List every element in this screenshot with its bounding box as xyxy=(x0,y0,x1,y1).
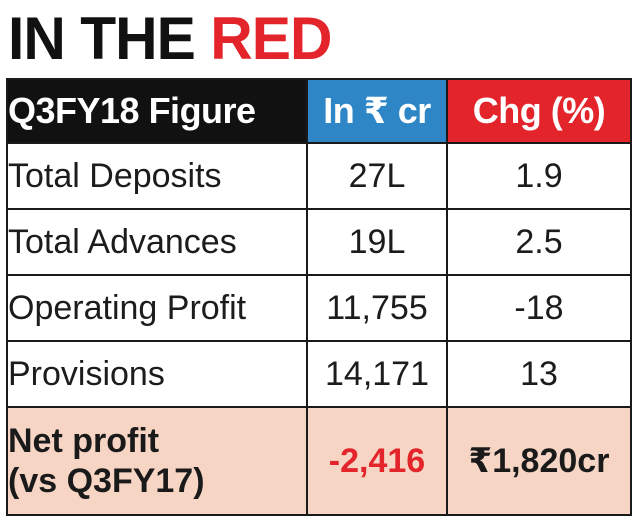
row-change-negative: -18 xyxy=(446,274,632,342)
net-profit-label-line-1: Net profit xyxy=(8,422,160,460)
row-change: 13 xyxy=(446,340,632,408)
table-row: Operating Profit 11,755 -18 xyxy=(6,274,632,342)
row-change: 1.9 xyxy=(446,142,632,210)
headline: IN THE RED xyxy=(8,4,332,74)
net-profit-row: Net profit (vs Q3FY17) -2,416 ₹1,820cr xyxy=(6,406,632,516)
table-row: Total Advances 19L 2.5 xyxy=(6,208,632,276)
table-row: Provisions 14,171 13 xyxy=(6,340,632,408)
table-header-row: Q3FY18 Figure In ₹ cr Chg (%) xyxy=(6,78,632,144)
row-value: 14,171 xyxy=(306,340,448,408)
net-profit-change: ₹1,820cr xyxy=(446,406,632,516)
row-change: 2.5 xyxy=(446,208,632,276)
net-profit-label-line-2: (vs Q3FY17) xyxy=(8,462,205,500)
figures-table: Q3FY18 Figure In ₹ cr Chg (%) Total Depo… xyxy=(6,78,632,516)
column-header-figure: Q3FY18 Figure xyxy=(6,78,308,144)
table-row: Total Deposits 27L 1.9 xyxy=(6,142,632,210)
column-header-change: Chg (%) xyxy=(446,78,632,144)
net-profit-label: Net profit (vs Q3FY17) xyxy=(6,406,308,516)
headline-part-2: RED xyxy=(210,5,332,72)
row-label: Provisions xyxy=(6,340,308,408)
row-value: 27L xyxy=(306,142,448,210)
column-header-value: In ₹ cr xyxy=(306,78,448,144)
row-label: Total Advances xyxy=(6,208,308,276)
headline-part-1: IN THE xyxy=(8,5,211,72)
row-label: Operating Profit xyxy=(6,274,308,342)
row-label: Total Deposits xyxy=(6,142,308,210)
net-profit-value: -2,416 xyxy=(306,406,448,516)
row-value: 11,755 xyxy=(306,274,448,342)
row-value: 19L xyxy=(306,208,448,276)
